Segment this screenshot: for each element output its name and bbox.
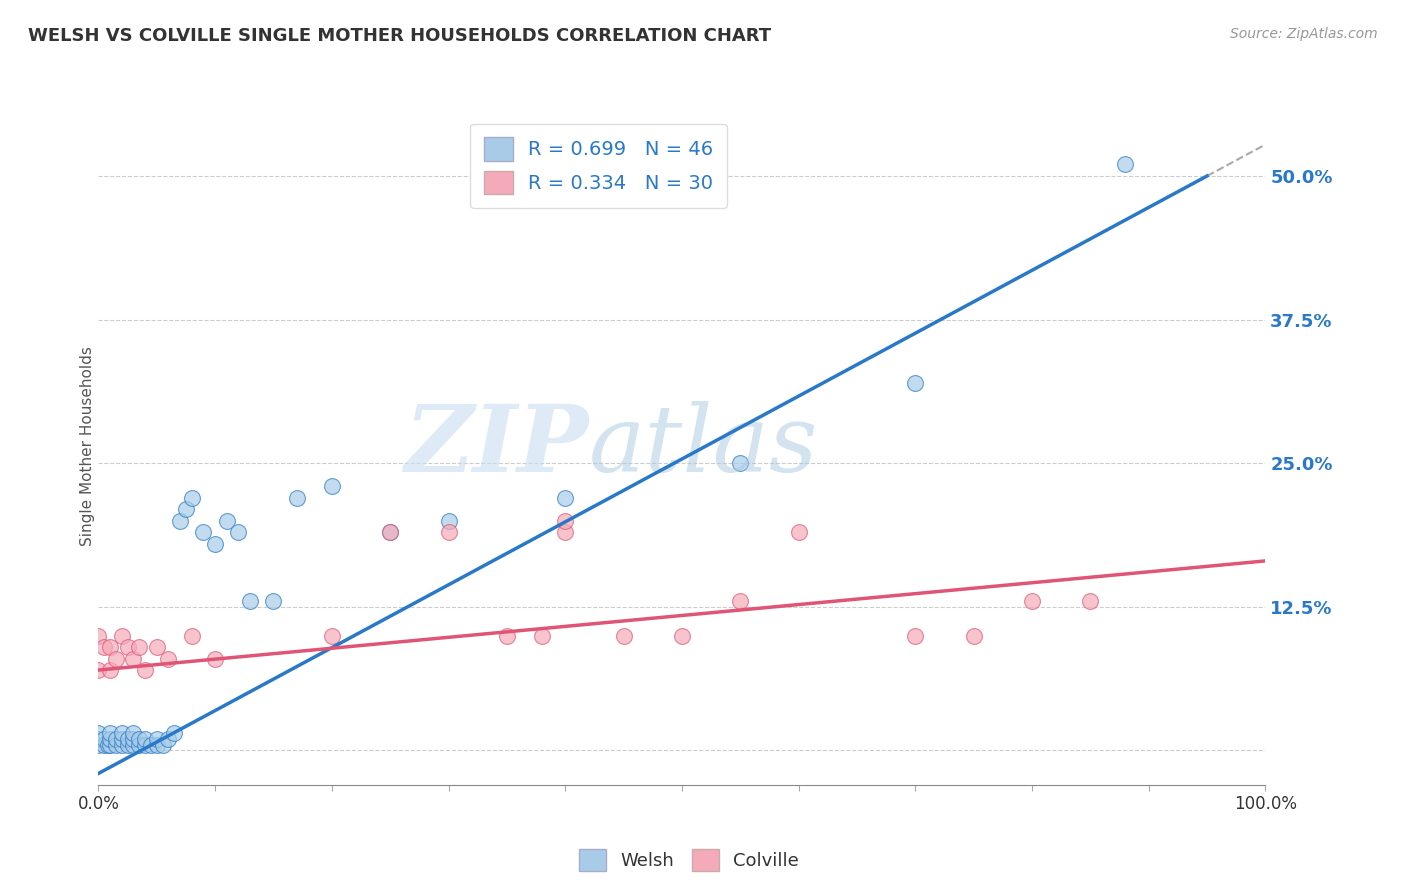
Point xyxy=(122,651,145,665)
Point xyxy=(134,663,156,677)
Point xyxy=(169,514,191,528)
Point xyxy=(111,738,134,752)
Point xyxy=(1080,594,1102,608)
Point xyxy=(122,731,145,746)
Point xyxy=(87,731,110,746)
Point xyxy=(104,651,127,665)
Text: atlas: atlas xyxy=(589,401,818,491)
Text: WELSH VS COLVILLE SINGLE MOTHER HOUSEHOLDS CORRELATION CHART: WELSH VS COLVILLE SINGLE MOTHER HOUSEHOL… xyxy=(28,27,772,45)
Point xyxy=(87,663,110,677)
Point xyxy=(193,525,215,540)
Point xyxy=(111,731,134,746)
Point xyxy=(530,629,553,643)
Point xyxy=(671,629,693,643)
Point xyxy=(904,376,927,390)
Point xyxy=(962,629,984,643)
Point xyxy=(157,731,180,746)
Point xyxy=(437,525,460,540)
Point xyxy=(380,525,402,540)
Point xyxy=(228,525,250,540)
Point xyxy=(104,738,127,752)
Point xyxy=(174,502,197,516)
Point xyxy=(730,594,752,608)
Point xyxy=(97,738,120,752)
Point xyxy=(787,525,810,540)
Point xyxy=(285,491,308,505)
Text: Source: ZipAtlas.com: Source: ZipAtlas.com xyxy=(1230,27,1378,41)
Point xyxy=(163,726,186,740)
Point xyxy=(204,536,226,550)
Point xyxy=(1114,157,1136,171)
Point xyxy=(87,726,110,740)
Point xyxy=(180,629,202,643)
Point xyxy=(554,525,576,540)
Point xyxy=(204,651,226,665)
Point xyxy=(87,629,110,643)
Point xyxy=(98,640,121,654)
Point xyxy=(215,514,238,528)
Point xyxy=(104,731,127,746)
Point xyxy=(134,731,156,746)
Point xyxy=(98,738,121,752)
Point xyxy=(239,594,262,608)
Point xyxy=(98,726,121,740)
Y-axis label: Single Mother Households: Single Mother Households xyxy=(80,346,94,546)
Text: ZIP: ZIP xyxy=(405,401,589,491)
Point xyxy=(152,738,174,752)
Point xyxy=(117,738,139,752)
Point xyxy=(98,731,121,746)
Point xyxy=(117,640,139,654)
Point xyxy=(380,525,402,540)
Point xyxy=(157,651,180,665)
Point xyxy=(904,629,927,643)
Point xyxy=(122,738,145,752)
Point xyxy=(128,640,150,654)
Point xyxy=(111,629,134,643)
Point xyxy=(87,738,110,752)
Point xyxy=(146,738,169,752)
Point xyxy=(146,640,169,654)
Point xyxy=(93,738,115,752)
Point xyxy=(730,456,752,470)
Point xyxy=(128,731,150,746)
Point xyxy=(146,731,169,746)
Point xyxy=(128,738,150,752)
Point xyxy=(496,629,519,643)
Point xyxy=(98,663,121,677)
Point xyxy=(93,731,115,746)
Point xyxy=(117,731,139,746)
Point xyxy=(554,514,576,528)
Point xyxy=(262,594,284,608)
Point xyxy=(180,491,202,505)
Legend: R = 0.699   N = 46, R = 0.334   N = 30: R = 0.699 N = 46, R = 0.334 N = 30 xyxy=(470,123,727,208)
Point xyxy=(321,479,343,493)
Point xyxy=(139,738,162,752)
Point xyxy=(134,738,156,752)
Point xyxy=(437,514,460,528)
Point xyxy=(554,491,576,505)
Point xyxy=(111,726,134,740)
Legend: Welsh, Colville: Welsh, Colville xyxy=(571,842,807,879)
Point xyxy=(613,629,636,643)
Point xyxy=(93,640,115,654)
Point xyxy=(321,629,343,643)
Point xyxy=(122,726,145,740)
Point xyxy=(1021,594,1043,608)
